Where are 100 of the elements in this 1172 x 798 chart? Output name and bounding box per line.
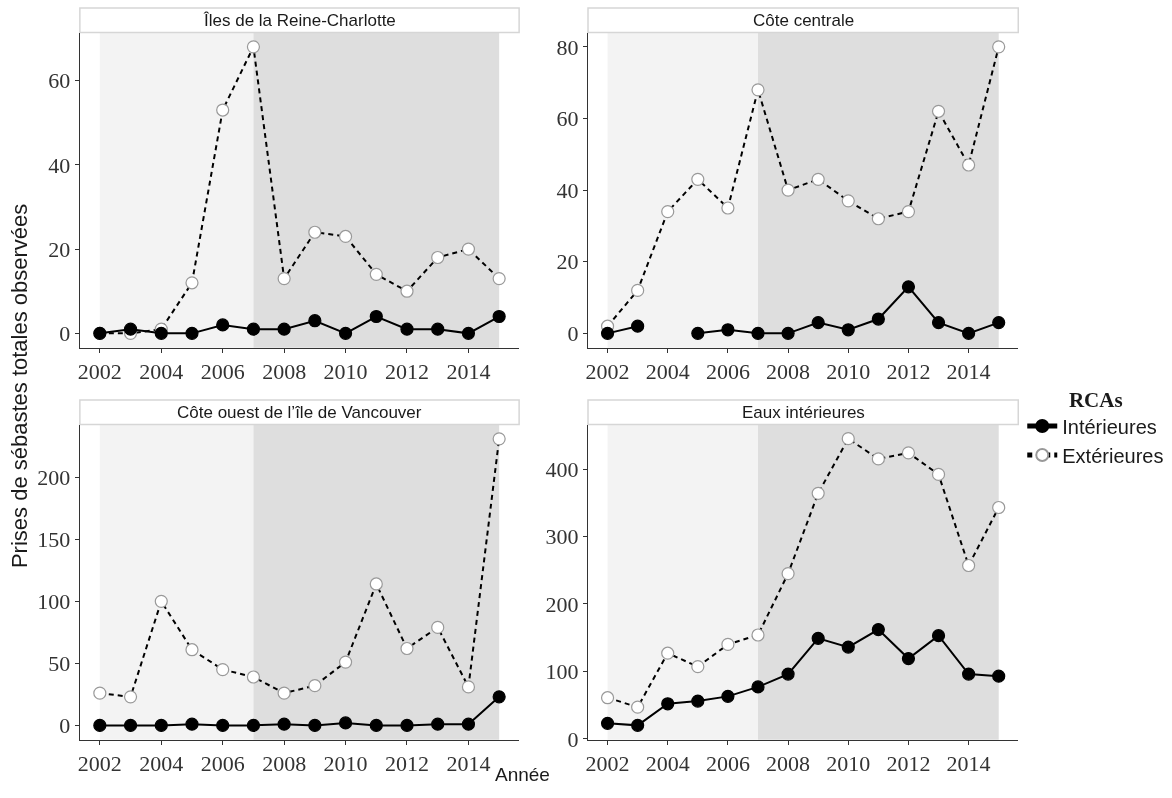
point [277,717,291,731]
y-tick-label: 300 [545,524,579,550]
point [369,267,383,281]
point [338,229,353,244]
point [751,83,765,97]
x-tick-label: 2006 [705,751,750,777]
point [216,718,230,732]
chart-title: Eaux intérieures [742,403,865,422]
point [992,669,1006,683]
point [781,567,795,581]
point [721,637,735,652]
y-tick-label: 50 [48,651,71,677]
point [216,662,230,677]
point [185,643,199,657]
point [721,323,735,337]
point [781,183,795,197]
point [901,446,916,460]
legend-label: Extérieures [1062,444,1164,467]
point [123,718,138,732]
x-tick-label: 2002 [77,359,122,385]
x-tick-label: 2010 [826,751,871,777]
point [811,316,825,330]
legend-title: RCAs [1068,387,1123,412]
point [246,40,261,54]
point [931,629,946,643]
point [492,271,506,286]
point [369,718,383,732]
point [781,667,795,681]
point [691,326,705,340]
point [962,326,976,340]
x-tick-label: 2008 [766,751,811,777]
point [631,718,645,732]
point [216,318,230,332]
x-tick-label: 2004 [139,359,184,385]
y-tick-label: 200 [545,591,579,617]
point [308,679,322,693]
point [721,689,735,703]
point [871,622,885,637]
point [277,686,291,700]
y-tick-label: 200 [37,465,71,490]
x-tick-label: 2002 [585,751,630,777]
point [123,690,138,704]
point [123,322,138,336]
y-tick-label: 0 [567,726,579,752]
legend-label: Intérieures [1062,415,1157,438]
x-tick-label: 2008 [262,751,307,777]
point [631,319,645,333]
point [841,194,855,208]
point [185,276,199,290]
x-tick-label: 2008 [262,359,307,385]
point [93,718,107,732]
point [751,326,765,340]
point [871,312,885,326]
point [962,158,976,172]
x-tick-label: 2012 [886,359,931,385]
point [600,691,615,705]
x-tick-label: 2004 [645,359,690,385]
point [154,326,168,340]
point [871,452,885,466]
x-tick-label: 2012 [385,359,429,385]
x-tick-label: 2012 [886,751,931,777]
point [931,104,946,118]
point [811,172,825,186]
y-tick-label: 100 [37,589,71,615]
point [492,432,506,446]
y-tick-label: 100 [545,659,579,685]
point [369,309,383,324]
point [841,323,855,337]
x-tick-label: 2014 [446,359,491,385]
point [93,686,107,700]
x-tick-label: 2004 [645,751,690,777]
point [962,558,976,573]
point [216,103,230,117]
point [246,322,261,336]
point [461,326,476,340]
point [338,326,353,340]
x-tick-label: 2010 [323,359,368,385]
chart-title: Côte centrale [753,11,855,30]
point [400,641,414,656]
point [931,316,946,330]
y-tick-label: 20 [48,236,71,262]
point [691,172,705,186]
point [841,432,855,446]
x-tick-label: 2006 [200,359,245,385]
x-tick-label: 2004 [139,751,184,777]
point [400,284,414,298]
x-tick-label: 2010 [323,751,368,777]
y-tick-label: 60 [48,68,71,94]
point [461,680,476,694]
y-tick-label: 80 [556,34,579,60]
x-tick-label: 2002 [77,751,122,777]
point [461,717,476,731]
point [338,716,353,730]
point [338,655,353,669]
chart-title: Côte ouest de l’île de Vancouver [177,403,422,422]
x-tick-label: 2008 [766,359,811,385]
x-tick-label: 2014 [946,751,991,777]
point [431,717,445,731]
point [751,680,765,694]
point [931,467,946,482]
